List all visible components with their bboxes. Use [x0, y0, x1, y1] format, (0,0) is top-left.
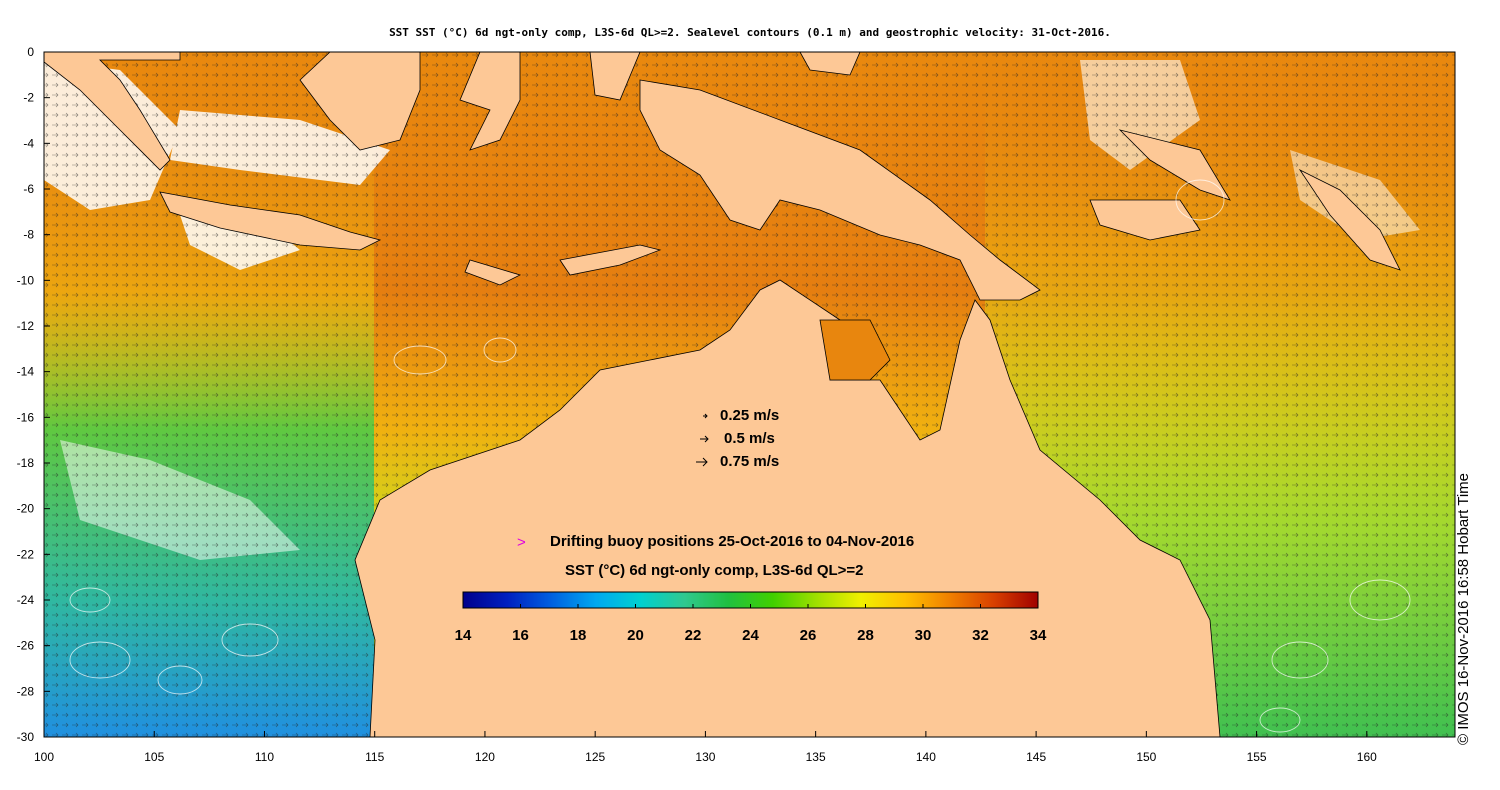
new-ireland-land [1118, 129, 1231, 201]
gulf-of-carpentaria [819, 319, 891, 381]
y-tick-label: -6 [23, 182, 34, 196]
colorbar-tick-label: 16 [512, 627, 529, 644]
y-tick-label: -8 [23, 228, 34, 242]
x-tick-label: 105 [144, 750, 164, 764]
x-tick-label: 135 [806, 750, 826, 764]
x-tick-label: 140 [916, 750, 936, 764]
x-tick-label: 155 [1247, 750, 1267, 764]
colorbar-ticks: 14 16 18 20 22 24 26 28 30 32 34 [455, 604, 1047, 644]
x-tick-label: 125 [585, 750, 605, 764]
buoy-legend-label: Drifting buoy positions 25-Oct-2016 to 0… [550, 533, 914, 550]
velocity-legend-label: 0.75 m/s [720, 453, 779, 470]
sumatra-land [44, 52, 181, 171]
land [44, 52, 1401, 737]
java-land [159, 191, 382, 251]
timor-land [559, 244, 662, 276]
velocity-arrow-0-75 [696, 457, 708, 467]
map-frame [43, 51, 1456, 738]
borneo-land [299, 52, 421, 151]
philippines-land [799, 52, 861, 76]
x-tick-label: 150 [1136, 750, 1156, 764]
x-tick-label: 100 [34, 750, 54, 764]
colorbar-tick-label: 26 [800, 627, 817, 644]
credit-text: © IMOS 16-Nov-2016 16:58 Hobart Time [1455, 472, 1472, 745]
y-tick-label: -16 [17, 410, 35, 424]
halmahera-land [589, 52, 641, 101]
map-title: SST SST (°C) 6d ngt-only comp, L3S-6d QL… [389, 26, 1111, 39]
y-tick-label: -10 [17, 273, 35, 287]
y-tick-label: -4 [23, 136, 34, 150]
colorbar-tick-label: 32 [972, 627, 989, 644]
y-tick-label: -28 [17, 684, 35, 698]
velocity-legend: 0.25 m/s 0.5 m/s 0.75 m/s [696, 407, 779, 470]
y-tick-label: -2 [23, 91, 34, 105]
x-axis: 100 105 110 115 120 125 130 135 140 145 150 155 160 [34, 731, 1377, 764]
colorbar-tick-label: 34 [1030, 627, 1047, 644]
nusa-tenggara-land [464, 259, 522, 286]
colorbar-tick-label: 30 [915, 627, 932, 644]
x-tick-label: 120 [475, 750, 495, 764]
y-tick-label: -22 [17, 547, 35, 561]
sulawesi-land [459, 52, 521, 151]
colorbar-tick-label: 20 [627, 627, 644, 644]
y-tick-label: -18 [17, 456, 35, 470]
new-britain-land [1089, 199, 1201, 241]
new-guinea-land [639, 79, 1041, 301]
velocity-arrow-0-5 [700, 435, 709, 443]
buoy-legend: > Drifting buoy positions 25-Oct-2016 to… [517, 533, 914, 551]
sealevel-contours [69, 179, 1411, 733]
buoy-symbol: > [517, 534, 526, 551]
y-tick-label: -26 [17, 639, 35, 653]
y-tick-label: -12 [17, 319, 35, 333]
colorbar: SST (°C) 6d ngt-only comp, L3S-6d QL>=2 … [455, 562, 1047, 644]
y-tick-label: 0 [27, 45, 34, 59]
colorbar-tick-label: 28 [857, 627, 874, 644]
colorbar-label: SST (°C) 6d ngt-only comp, L3S-6d QL>=2 [565, 562, 864, 579]
x-tick-label: 145 [1026, 750, 1046, 764]
y-tick-label: -20 [17, 502, 35, 516]
solomon-islands-land [1298, 168, 1401, 271]
colorbar-tick-label: 22 [685, 627, 702, 644]
y-tick-label: -30 [17, 730, 35, 744]
colorbar-tick-label: 14 [455, 627, 472, 644]
y-tick-label: -14 [17, 365, 35, 379]
velocity-legend-label: 0.25 m/s [720, 407, 779, 424]
x-tick-label: 160 [1357, 750, 1377, 764]
x-tick-label: 115 [365, 750, 384, 764]
colorbar-tick-label: 18 [570, 627, 587, 644]
y-axis: 0 -2 -4 -6 -8 -10 -12 -14 -16 -18 -20 -22 -24 -26 -28 -… [17, 45, 50, 744]
velocity-arrow-0-25 [703, 413, 708, 419]
velocity-legend-label: 0.5 m/s [724, 430, 775, 447]
y-tick-label: -24 [17, 593, 35, 607]
x-tick-label: 130 [695, 750, 715, 764]
x-tick-label: 110 [255, 750, 274, 764]
colorbar-tick-label: 24 [742, 627, 759, 644]
map-area [44, 52, 1455, 737]
